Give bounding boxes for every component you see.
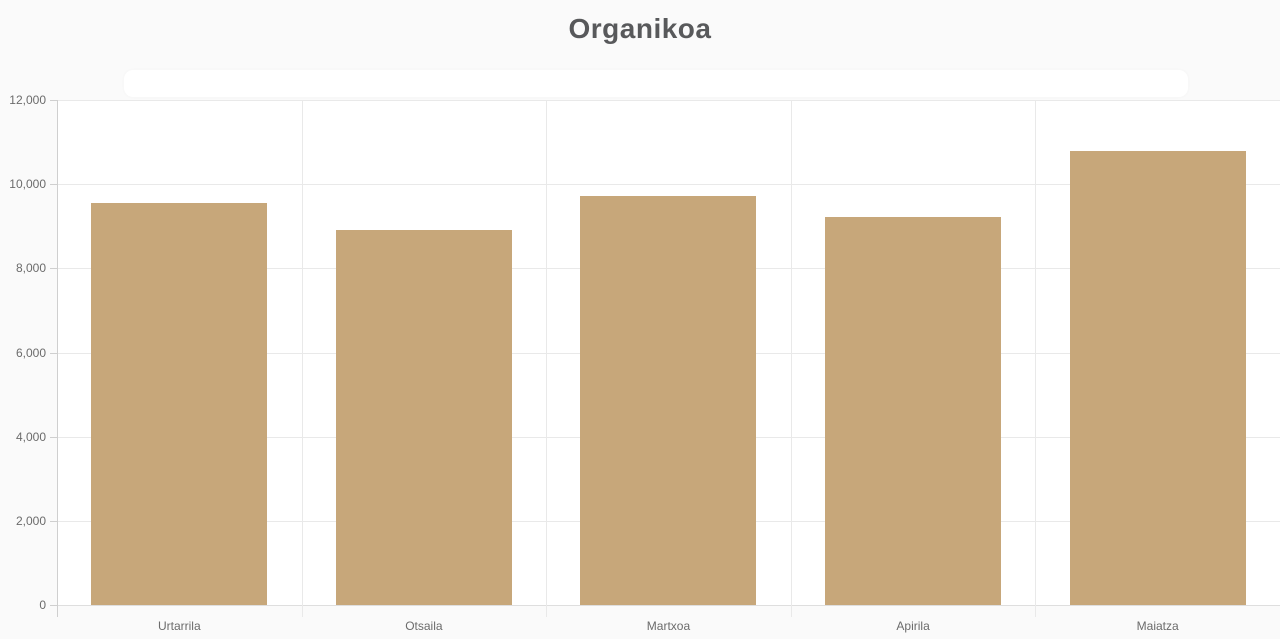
y-axis-tick <box>50 521 57 522</box>
bar-apirila[interactable] <box>825 217 1002 605</box>
x-gridline <box>1035 100 1036 617</box>
y-axis-tick <box>50 353 57 354</box>
chart-title: Organikoa <box>568 13 712 44</box>
x-axis-category-label: Urtarrila <box>157 619 201 633</box>
y-axis-tick <box>50 268 57 269</box>
bar-maiatza[interactable] <box>1069 151 1246 605</box>
bar-martxoa[interactable] <box>580 195 757 605</box>
y-axis-tick <box>50 437 57 438</box>
bar-otsaila[interactable] <box>335 230 512 605</box>
x-gridline <box>546 100 547 617</box>
x-axis-category-label: Apirila <box>896 619 930 633</box>
y-axis-tick-label: 4,000 <box>15 430 46 444</box>
bar-urtarrila[interactable] <box>91 203 268 605</box>
overlay-band <box>124 70 1188 97</box>
y-axis-tick-label: 0 <box>39 598 46 612</box>
y-axis-tick <box>50 605 57 606</box>
x-gridline <box>302 100 303 617</box>
x-axis-category-label: Maiatza <box>1136 619 1179 633</box>
y-axis-tick <box>50 100 57 101</box>
y-axis-tick-label: 12,000 <box>9 93 46 107</box>
y-gridline <box>57 605 1280 606</box>
y-axis-tick-label: 6,000 <box>15 346 46 360</box>
y-axis-tick-label: 10,000 <box>9 177 46 191</box>
x-axis-category-label: Martxoa <box>646 619 691 633</box>
y-axis-line <box>57 100 58 617</box>
y-axis-tick-label: 8,000 <box>15 261 46 275</box>
y-gridline <box>57 184 1280 185</box>
y-axis-tick <box>50 184 57 185</box>
y-axis-tick-label: 2,000 <box>15 514 46 528</box>
x-gridline <box>791 100 792 617</box>
y-gridline <box>57 100 1280 101</box>
x-axis-category-label: Otsaila <box>405 619 443 633</box>
